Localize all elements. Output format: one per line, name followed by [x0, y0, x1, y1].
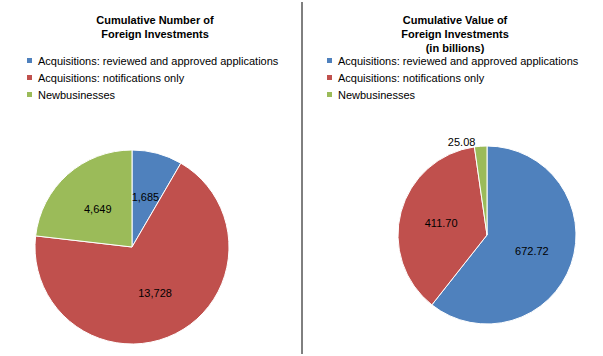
- svg-text:672.72: 672.72: [515, 245, 549, 257]
- svg-text:Foreign Investments: Foreign Investments: [401, 28, 509, 40]
- svg-text:1,685: 1,685: [132, 191, 160, 203]
- svg-text:4,649: 4,649: [84, 203, 112, 215]
- svg-text:Acquisitions: reviewed and app: Acquisitions: reviewed and approved appl…: [38, 55, 279, 67]
- svg-text:Acquisitions: notifications on: Acquisitions: notifications only: [38, 72, 185, 84]
- svg-text:411.70: 411.70: [425, 217, 458, 229]
- svg-text:Acquisitions: notifications on: Acquisitions: notifications only: [338, 72, 485, 84]
- svg-text:Acquisitions: reviewed and app: Acquisitions: reviewed and approved appl…: [338, 55, 579, 67]
- svg-text:(in billions): (in billions): [426, 42, 485, 54]
- svg-text:Foreign Investments: Foreign Investments: [101, 28, 209, 40]
- svg-text:Newbusinesses: Newbusinesses: [38, 89, 116, 101]
- svg-text:13,728: 13,728: [138, 287, 172, 299]
- svg-text:Newbusinesses: Newbusinesses: [338, 89, 416, 101]
- svg-text:25.08: 25.08: [448, 136, 476, 148]
- svg-text:Cumulative Value of: Cumulative Value of: [403, 14, 508, 26]
- svg-text:Cumulative Number of: Cumulative Number of: [96, 14, 214, 26]
